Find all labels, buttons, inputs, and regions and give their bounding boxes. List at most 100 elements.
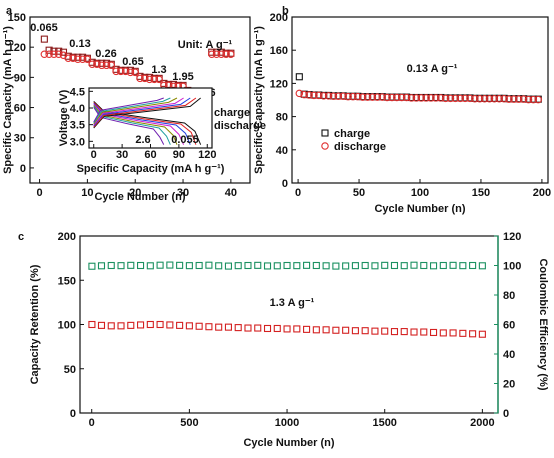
data-point (329, 92, 338, 101)
data-point (429, 328, 438, 337)
annotation: 0.65 (122, 56, 143, 68)
data-point (339, 92, 347, 101)
data-point (185, 262, 193, 270)
legend-label: charge (214, 107, 250, 119)
data-point (312, 261, 320, 270)
data-point (117, 262, 125, 270)
data-point (263, 324, 272, 333)
y-tick-label: 30 (14, 133, 26, 145)
curve (93, 97, 164, 123)
annotation: 1.3 A g⁻¹ (270, 297, 315, 309)
y2-tick-label: 60 (503, 320, 515, 332)
panel-label: c (18, 231, 24, 243)
data-point (69, 54, 77, 62)
data-point (146, 262, 154, 270)
data-point (363, 93, 372, 101)
data-point (156, 261, 164, 269)
data-point (205, 261, 213, 269)
data-point (117, 322, 125, 330)
x-tick-label: 0 (37, 187, 43, 199)
data-point (59, 48, 68, 56)
curve (93, 97, 184, 126)
data-point (524, 95, 533, 104)
data-point (410, 261, 418, 269)
data-point (137, 261, 145, 270)
data-point (166, 261, 174, 269)
x-axis-title: Specific Capacity (mA h g⁻¹) (77, 163, 225, 175)
data-point (519, 95, 528, 103)
data-point (88, 60, 96, 69)
data-point (510, 95, 518, 103)
x-tick-label: 40 (225, 187, 237, 199)
y-tick-label: 0 (70, 408, 76, 420)
data-point (224, 323, 232, 331)
data-point (332, 326, 340, 334)
curve (93, 97, 171, 124)
data-point (427, 94, 435, 102)
x-axis-title: Cycle Number (n) (94, 191, 185, 203)
curve (93, 97, 197, 128)
y-axis-title: Voltage (V) (58, 89, 70, 146)
data-point (212, 50, 221, 58)
data-point (354, 92, 362, 101)
data-point (495, 95, 503, 103)
y-tick-label: 3.0 (70, 136, 85, 148)
data-point (146, 320, 154, 329)
data-point (295, 73, 303, 81)
data-point (351, 262, 359, 270)
data-point (505, 95, 513, 103)
annotation: 0.13 A g⁻¹ (407, 63, 458, 75)
data-point (97, 262, 106, 270)
data-point (156, 320, 164, 329)
data-point (300, 90, 308, 99)
data-point (312, 326, 320, 334)
data-point (381, 327, 389, 335)
data-point (83, 55, 92, 64)
data-point (412, 94, 421, 102)
data-point (303, 325, 311, 333)
data-point (478, 262, 486, 270)
x-tick-label: 0 (89, 417, 95, 429)
data-point (155, 75, 163, 84)
y-axis-title: Specific Capacity (mA h g⁻¹) (253, 26, 265, 174)
data-point (54, 50, 63, 58)
data-point (97, 321, 106, 329)
data-point (224, 262, 232, 270)
data-point (390, 328, 399, 336)
data-point (388, 93, 396, 102)
data-point (500, 95, 508, 103)
y-tick-label: 0 (20, 163, 26, 175)
data-point (446, 94, 455, 103)
data-point (490, 95, 499, 103)
data-point (45, 50, 53, 58)
data-point (361, 327, 369, 335)
data-point (295, 89, 304, 98)
y-tick-label: 150 (58, 275, 76, 287)
data-point (324, 92, 333, 100)
data-point (310, 91, 318, 100)
data-point (334, 92, 343, 101)
data-point (397, 93, 406, 102)
data-point (121, 67, 130, 76)
data-point (407, 94, 416, 102)
x-tick-label: 150 (472, 187, 490, 199)
y-tick-label: 120 (270, 78, 288, 90)
data-point (40, 50, 49, 58)
curve (93, 97, 201, 129)
data-point (451, 94, 460, 103)
x-tick-label: 2000 (470, 417, 494, 429)
data-point (234, 262, 242, 270)
legend-label: discharge (214, 120, 266, 132)
data-point (88, 320, 96, 329)
y-tick-label: 50 (64, 364, 76, 376)
data-point (166, 321, 174, 329)
y-axis-title: Specific Capacity (mA h g⁻¹) (2, 26, 14, 174)
data-point (227, 50, 235, 58)
data-point (371, 262, 379, 270)
data-point (283, 325, 291, 333)
data-point (469, 330, 477, 338)
data-point (254, 324, 262, 332)
y2-tick-label: 0 (503, 408, 509, 420)
x-tick-label: 500 (180, 417, 198, 429)
